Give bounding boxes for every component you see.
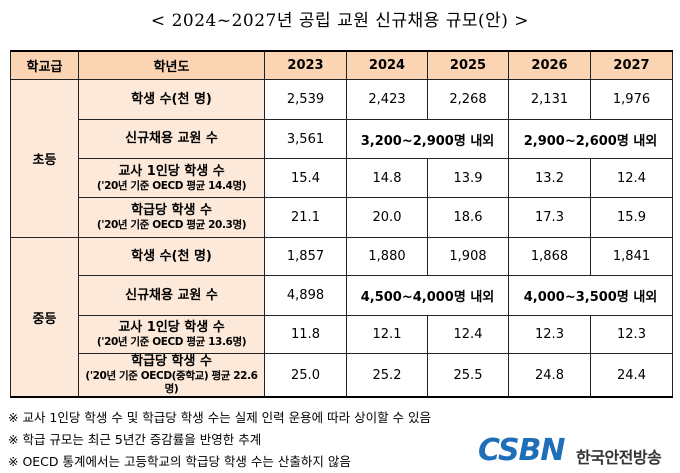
cell-range: 2,900~2,600명 내외 bbox=[508, 119, 673, 159]
page-title: < 2024~2027년 공립 교원 신규채용 규모(안) > bbox=[150, 11, 530, 31]
cell: 2,423 bbox=[346, 79, 428, 120]
footnote: ※ OECD 통계에서는 고등학교의 학급당 학생 수는 산출하지 않음 bbox=[8, 454, 351, 469]
cell: 24.4 bbox=[590, 353, 673, 398]
cell: 12.4 bbox=[590, 158, 673, 198]
cell: 1,976 bbox=[590, 79, 673, 120]
row-label-hiring: 신규채용 교원 수 bbox=[78, 119, 265, 159]
row-label-hiring: 신규채용 교원 수 bbox=[78, 275, 265, 316]
cell: 1,841 bbox=[590, 237, 673, 276]
footnote: ※ 학급 규모는 최근 5년간 증감률을 반영한 추계 bbox=[8, 432, 262, 447]
footnotes: ※ 교사 1인당 학생 수 및 학급당 학생 수는 실제 인력 운용에 따라 상… bbox=[8, 407, 431, 473]
row-label-students: 학생 수(천 명) bbox=[78, 237, 265, 276]
table-row: 중등 학생 수(천 명) 1,857 1,880 1,908 1,868 1,8… bbox=[10, 237, 673, 398]
cell: 2,268 bbox=[427, 79, 509, 120]
label-main: 교사 1인당 학생 수 bbox=[118, 163, 225, 179]
broadcaster-logo: CSBN 한국안전방송 bbox=[478, 433, 678, 471]
logo-mark: CSBN bbox=[478, 433, 566, 468]
footnote: ※ 교사 1인당 학생 수 및 학급당 학생 수는 실제 인력 운용에 따라 상… bbox=[8, 410, 432, 425]
header-2024: 2024 bbox=[346, 50, 428, 80]
cell: 1,908 bbox=[427, 237, 509, 276]
level-elementary: 초등 bbox=[10, 79, 79, 238]
cell: 24.8 bbox=[508, 353, 591, 398]
label-sub: ('20년 기준 OECD(중학교) 평균 22.6명) bbox=[85, 370, 258, 395]
cell: 4,898 bbox=[264, 275, 347, 316]
cell: 15.9 bbox=[590, 197, 673, 238]
cell: 12.3 bbox=[590, 315, 673, 354]
cell: 2,539 bbox=[264, 79, 347, 120]
label-sub: ('20년 기준 OECD 평균 13.6명) bbox=[96, 336, 247, 348]
cell: 12.3 bbox=[508, 315, 591, 354]
row-label-per-class: 학급당 학생 수 ('20년 기준 OECD(중학교) 평균 22.6명) bbox=[78, 353, 265, 398]
cell-range: 4,000~3,500명 내외 bbox=[508, 275, 673, 316]
logo-name: 한국안전방송 bbox=[576, 448, 662, 467]
cell: 15.4 bbox=[264, 158, 347, 198]
header-year: 학년도 bbox=[78, 50, 265, 80]
label-sub: ('20년 기준 OECD 평균 14.4명) bbox=[96, 179, 247, 192]
cell: 25.2 bbox=[346, 353, 428, 398]
row-label-per-class: 학급당 학생 수 ('20년 기준 OECD 평균 20.3명) bbox=[78, 197, 265, 238]
header-2026: 2026 bbox=[508, 50, 591, 80]
row-label-per-teacher: 교사 1인당 학생 수 ('20년 기준 OECD 평균 14.4명) bbox=[78, 158, 265, 198]
table-row: 교사 1인당 학생 수 ('20년 기준 OECD 평균 14.4명) 15.4… bbox=[11, 158, 673, 198]
cell: 11.8 bbox=[264, 315, 347, 354]
table-row: 신규채용 교원 수 3,561 3,200~2,900명 내외 2,900~2,… bbox=[11, 119, 673, 159]
cell: 20.0 bbox=[346, 197, 428, 238]
cell: 13.2 bbox=[508, 158, 591, 198]
header-school-level: 학교급 bbox=[10, 50, 79, 80]
label-main: 학급당 학생 수 bbox=[131, 354, 212, 369]
cell: 17.3 bbox=[508, 197, 591, 238]
cell: 13.9 bbox=[427, 158, 509, 198]
cell: 14.8 bbox=[346, 158, 428, 198]
table-row: 신규채용 교원 수 4,898 4,500~4,000명 내외 4,000~3,… bbox=[11, 275, 673, 316]
level-middle: 중등 bbox=[10, 237, 79, 398]
label-main: 학급당 학생 수 bbox=[131, 203, 212, 218]
header-2025: 2025 bbox=[427, 50, 509, 80]
cell: 25.5 bbox=[427, 353, 509, 398]
cell: 2,131 bbox=[508, 79, 591, 120]
row-label-students: 학생 수(천 명) bbox=[78, 79, 265, 120]
header-row: 학교급 학년도 2023 2024 2025 2026 2027 bbox=[10, 50, 673, 80]
cell: 21.1 bbox=[264, 197, 347, 238]
label-main: 교사 1인당 학생 수 bbox=[118, 320, 225, 335]
table-row: 학급당 학생 수 ('20년 기준 OECD 평균 20.3명) 21.1 20… bbox=[11, 197, 673, 238]
header-2027: 2027 bbox=[590, 50, 673, 80]
cell-range: 3,200~2,900명 내외 bbox=[346, 119, 509, 159]
hiring-table: 학교급 학년도 2023 2024 2025 2026 2027 초등 학생 수… bbox=[10, 50, 673, 398]
table-row: 초등 학생 수(천 명) 2,539 2,423 2,268 2,131 1,9… bbox=[10, 79, 673, 238]
header-2023: 2023 bbox=[264, 50, 347, 80]
cell: 1,880 bbox=[346, 237, 428, 276]
row-label-per-teacher: 교사 1인당 학생 수 ('20년 기준 OECD 평균 13.6명) bbox=[78, 315, 265, 354]
table-row: 학급당 학생 수 ('20년 기준 OECD(중학교) 평균 22.6명) 25… bbox=[11, 353, 673, 398]
cell: 18.6 bbox=[427, 197, 509, 238]
cell: 12.4 bbox=[427, 315, 509, 354]
cell: 12.1 bbox=[346, 315, 428, 354]
cell-range: 4,500~4,000명 내외 bbox=[346, 275, 509, 316]
cell: 1,868 bbox=[508, 237, 591, 276]
label-sub: ('20년 기준 OECD 평균 20.3명) bbox=[96, 219, 247, 231]
cell: 3,561 bbox=[264, 119, 347, 159]
cell: 25.0 bbox=[264, 353, 347, 398]
table-row: 교사 1인당 학생 수 ('20년 기준 OECD 평균 13.6명) 11.8… bbox=[11, 315, 673, 354]
cell: 1,857 bbox=[264, 237, 347, 276]
